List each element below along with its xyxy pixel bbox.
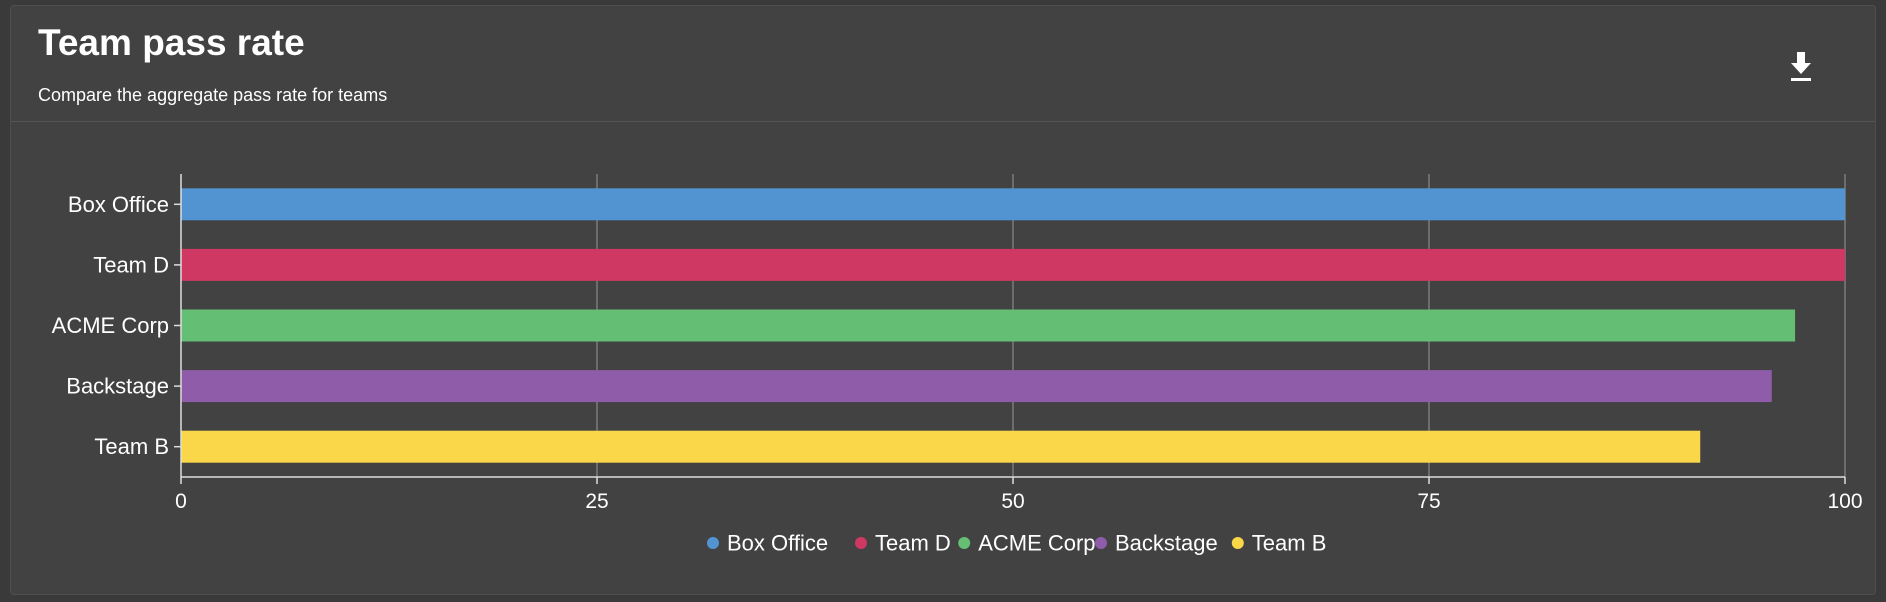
- x-tick-label: 75: [1417, 490, 1440, 513]
- page-title: Team pass rate: [38, 22, 305, 63]
- legend-swatch: [855, 537, 867, 549]
- x-tick-label: 0: [175, 490, 187, 513]
- legend-swatch: [1231, 537, 1244, 549]
- legend-label: Box Office: [727, 531, 828, 556]
- legend-swatch: [1095, 537, 1107, 549]
- card-header: Team pass rate Compare the aggregate pas…: [11, 6, 1875, 122]
- download-button[interactable]: [1781, 46, 1821, 86]
- legend-swatch: [707, 537, 719, 549]
- legend-swatch: [958, 537, 971, 549]
- bar: [181, 188, 1845, 221]
- axes: Box Office Team D ACME Corp Backstage Team B…: [52, 174, 1863, 513]
- x-tick-label: 25: [585, 490, 608, 513]
- y-tick-label: Backstage: [66, 374, 169, 399]
- x-tick-label: 50: [1001, 490, 1024, 513]
- bar: [181, 248, 1845, 281]
- y-tick-label: Team B: [94, 434, 169, 459]
- page-subtitle: Compare the aggregate pass rate for team…: [38, 85, 388, 105]
- legend-label: Backstage: [1115, 531, 1218, 556]
- legend-label: Team D: [875, 531, 951, 556]
- y-tick-label: ACME Corp: [52, 313, 169, 338]
- y-tick-label: Box Office: [68, 192, 169, 217]
- bar: [181, 309, 1796, 342]
- legend-label: ACME Corp: [978, 531, 1095, 556]
- chart-card: Team pass rate Compare the aggregate pas…: [10, 5, 1876, 595]
- x-tick-label: 100: [1827, 490, 1862, 513]
- legend-label: Team B: [1252, 531, 1327, 556]
- bars: [181, 188, 1845, 463]
- y-tick-label: Team D: [93, 252, 169, 277]
- bar: [181, 370, 1772, 403]
- legend: Box Office Team D ACME Corp Backstage Team B: [707, 531, 1326, 556]
- bar: [181, 430, 1701, 463]
- download-icon: [1791, 52, 1811, 81]
